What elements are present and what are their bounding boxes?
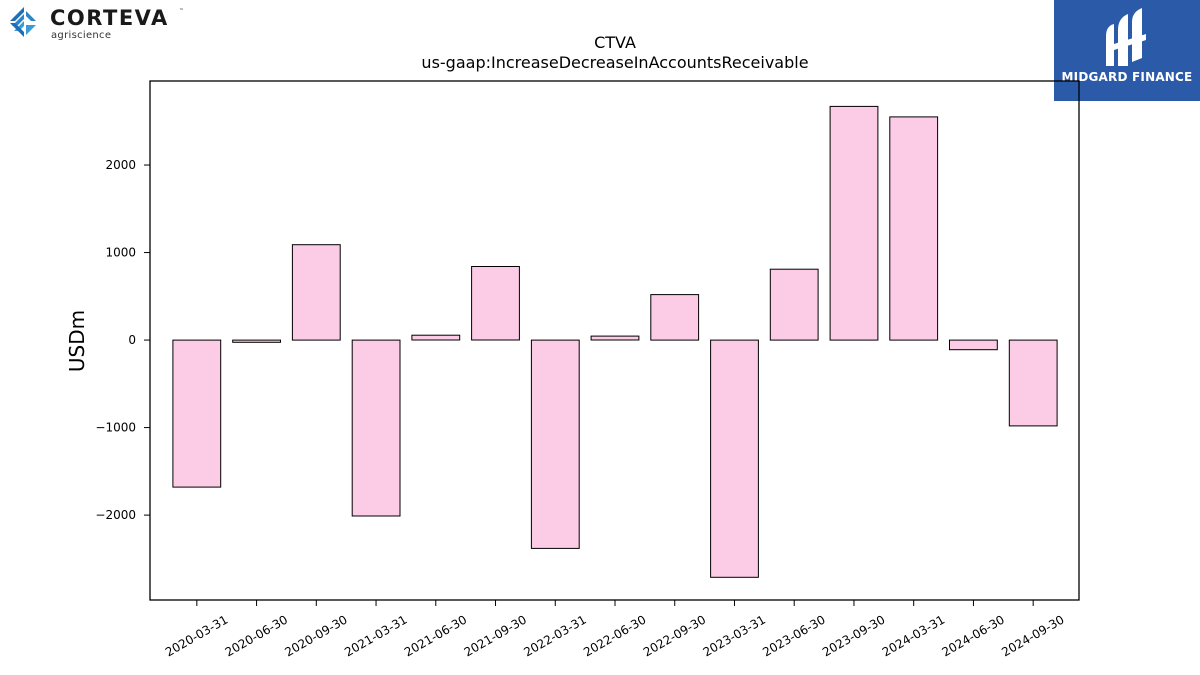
bar-2024-03-31 — [889, 116, 939, 341]
y-tick-label: 2000 — [105, 158, 136, 172]
y-axis-label: USDm — [65, 310, 89, 372]
bar-2024-06-30 — [949, 339, 998, 351]
y-tick-label: 0 — [128, 333, 136, 347]
x-tick-label: 2021-03-31 — [342, 612, 409, 659]
bar-2022-06-30 — [590, 335, 640, 341]
midgard-emblem-icon — [1106, 8, 1146, 66]
corteva-tagline: agriscience — [51, 30, 112, 41]
midgard-logo: MIDGARD FINANCE — [1054, 0, 1200, 101]
bar-2020-03-31 — [172, 339, 222, 488]
bar-2021-06-30 — [411, 334, 461, 341]
bar-2020-09-30 — [291, 244, 341, 341]
y-tick-label: −2000 — [95, 508, 136, 522]
x-tick-label: 2021-06-30 — [402, 612, 469, 659]
y-tick-label: −1000 — [95, 421, 136, 435]
corteva-wordmark: CORTEVA — [50, 6, 169, 30]
x-tick-label: 2020-03-31 — [163, 612, 230, 659]
bar-2022-03-31 — [530, 339, 580, 549]
bar-2023-03-31 — [710, 339, 759, 578]
chart-title: CTVA — [594, 33, 636, 52]
plot-frame — [149, 80, 1080, 601]
bar-2021-09-30 — [471, 266, 520, 341]
corteva-logo: CORTEVA ™ agriscience — [6, 5, 196, 43]
x-tick-label: 2022-09-30 — [641, 612, 708, 659]
x-tick-label: 2022-03-31 — [521, 612, 588, 659]
x-tick-label: 2024-06-30 — [940, 612, 1007, 659]
bar-2024-09-30 — [1008, 339, 1058, 427]
x-tick-label: 2023-06-30 — [760, 612, 827, 659]
x-tick-label: 2023-09-30 — [820, 612, 887, 659]
bar-2022-09-30 — [650, 294, 700, 341]
corteva-emblem-icon — [10, 7, 36, 37]
bars-group — [172, 105, 1058, 578]
x-tick-label: 2024-09-30 — [999, 612, 1066, 659]
chart-subtitle: us-gaap:IncreaseDecreaseInAccountsReceiv… — [421, 53, 808, 72]
bar-2021-03-31 — [351, 339, 401, 517]
x-tick-label: 2020-09-30 — [282, 612, 349, 659]
x-tick-label: 2020-06-30 — [223, 612, 290, 659]
x-axis-ticks: 2020-03-312020-06-302020-09-302021-03-31… — [163, 600, 1067, 659]
bar-2023-06-30 — [769, 268, 819, 341]
x-tick-label: 2022-06-30 — [581, 612, 648, 659]
corteva-trademark: ™ — [179, 8, 184, 14]
y-axis-ticks: −2000 −1000 0 1000 2000 — [95, 158, 150, 522]
midgard-name: MIDGARD FINANCE — [1061, 70, 1193, 84]
bar-2020-06-30 — [232, 339, 281, 343]
bar-2023-09-30 — [829, 105, 879, 341]
x-tick-label: 2023-03-31 — [701, 612, 768, 659]
y-tick-label: 1000 — [105, 246, 136, 260]
x-tick-label: 2024-03-31 — [880, 612, 947, 659]
x-tick-label: 2021-09-30 — [462, 612, 529, 659]
